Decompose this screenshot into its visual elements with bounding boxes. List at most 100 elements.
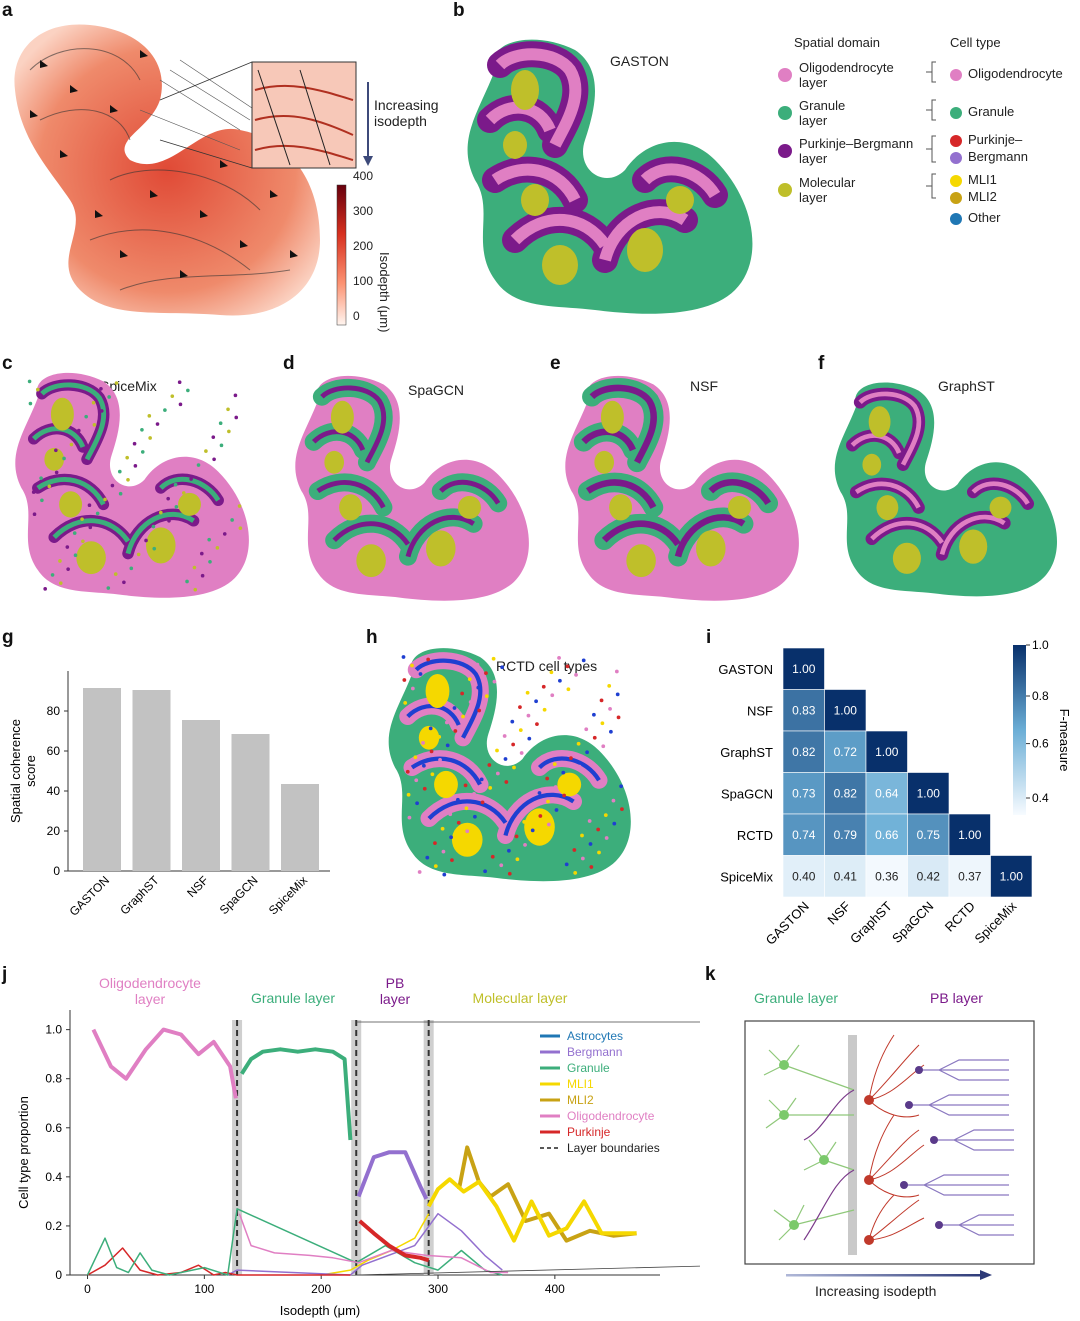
series-line [240,1047,353,1141]
tissue-layer [589,384,657,464]
cell-dot [488,786,493,790]
cell-dot [238,526,243,530]
legend-label: Other [968,210,1001,225]
cell-dot [491,656,496,661]
series-line [321,1213,430,1276]
heatmap-cell [907,855,950,898]
heatmap-cell-label: 0.64 [875,786,899,800]
layer-label: Granule layer [251,990,335,1006]
legend-dot [950,213,962,225]
cell-dot [584,727,589,732]
cell-dot [502,734,507,738]
cell-dot [522,820,527,824]
cell-dot [535,722,539,727]
layer-boundary-band [351,1020,362,1275]
cell-dot [456,820,461,825]
cell-dot [428,726,433,731]
cell-dot [177,380,182,385]
cell-dot [465,829,470,834]
tissue-layer [510,213,610,249]
layer-boundary-bar [848,1035,857,1255]
tissue-molecular-region [425,674,450,708]
heatmap-col-label: SpaGCN [889,899,936,946]
y-tick-label: 0 [55,1268,62,1282]
cell-dot [406,792,411,797]
tissue-molecular-region [728,495,751,519]
cell-dot [467,677,472,681]
cell-dot [592,735,597,740]
cell-dot [445,743,450,748]
cell-dot [472,791,476,796]
y-tick-label: 60 [47,744,61,758]
cell-dot [402,678,407,682]
cell-dot [196,463,201,467]
tissue-molecular-region [434,770,458,799]
cell-dot [118,491,123,496]
granule-cells [763,1044,855,1241]
cell-dot [499,863,504,868]
cell-dot [468,700,473,704]
panel-label-h: h [366,627,378,648]
cell-dot [537,791,542,795]
tissue-layer [40,382,107,461]
cell-dot [453,729,458,733]
cell-dot [484,671,488,676]
cell-dot [539,837,544,841]
legend-label: MLI1 [567,1077,594,1091]
cell-dot [425,855,430,860]
cell-dot [620,807,624,812]
tissue-molecular-region [76,541,106,575]
cell-dot [569,756,573,761]
cell-dot [122,580,126,585]
heatmap-cell-label: 0.82 [834,786,858,800]
tissue-molecular-region [521,184,549,216]
cell-dot [113,572,118,576]
cell-dot [39,476,43,480]
legend-dot [778,183,792,197]
x-tick-label: NSF [184,873,211,900]
cell-dot [452,706,457,710]
colorbar-tick-label: 0.6 [1032,737,1049,751]
cell-dot [503,757,508,761]
cell-dot [589,865,594,869]
cell-dot [95,511,100,516]
cell-dot [144,538,148,543]
cell-dot [215,546,220,550]
legend-dot [950,152,962,164]
panel-c-title: SpiceMix [100,378,157,394]
tissue-molecular-region [892,542,921,574]
tissue-molecular-region [330,400,354,434]
cell-dot [166,496,170,501]
tissue-molecular-region [862,453,882,476]
cell-dot [619,784,623,789]
x-tick-label: 0 [84,1282,91,1296]
heatmap-row-label: SpaGCN [721,786,773,801]
tissue-molecular-region [627,228,663,272]
cell-dot [230,518,234,522]
tissue-layer [332,521,411,546]
colorbar-tick-label: 0.8 [1032,689,1049,703]
y-tick-label: 0.8 [45,1072,62,1086]
cell-dot [27,379,32,384]
cell-dot [410,686,415,691]
cell-dot [596,827,601,832]
cell-dot [572,848,577,852]
legend-label: Granule [968,104,1015,119]
series-line [356,1150,429,1200]
cell-dot [211,435,216,439]
cell-dot [430,772,435,777]
cell-dot [546,822,551,827]
x-tick-label: GASTON [67,873,113,919]
cell-dot [167,518,171,523]
cell-dot [103,497,107,502]
tissue-layer [125,511,195,555]
heatmap-cell [824,813,867,856]
f-measure-colorbar [1013,645,1026,815]
cell-dot [581,658,586,663]
cell-dot [511,742,516,747]
cell-dot [576,741,581,746]
panel-b-gaston-tissue [467,39,753,314]
cell-dot [414,778,419,783]
x-tick-label: SpaGCN [217,873,261,917]
cell-dot [429,749,434,754]
